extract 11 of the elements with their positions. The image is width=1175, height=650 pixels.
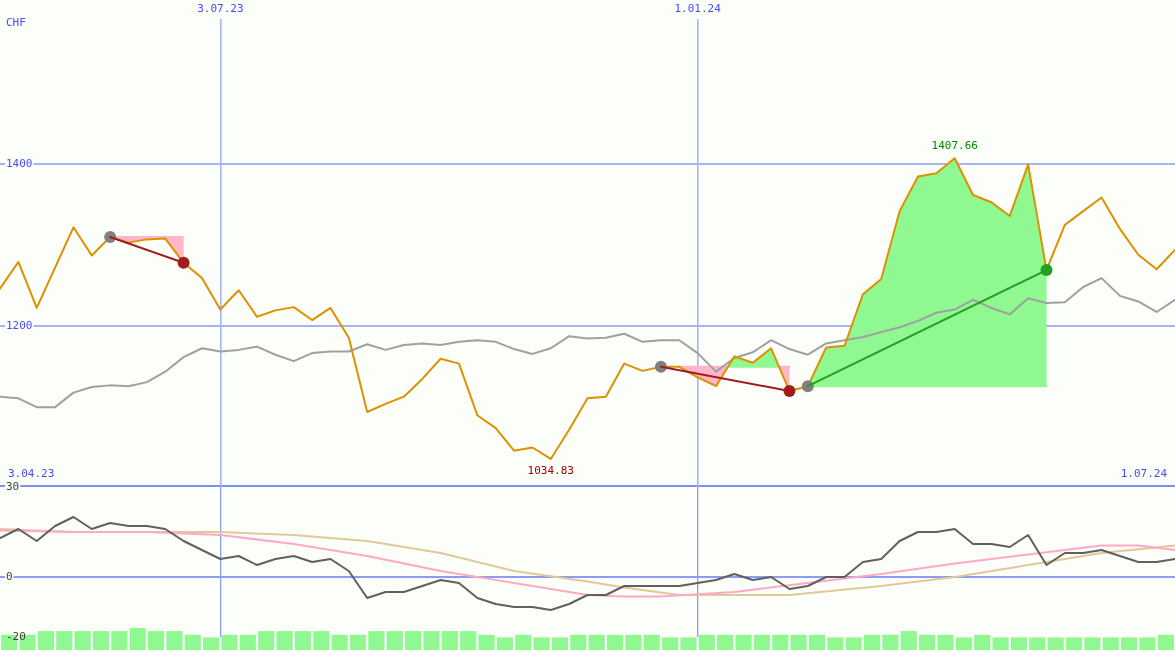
y-tick-label: 1200 bbox=[6, 318, 33, 332]
data-label: 1407.66 bbox=[931, 139, 978, 153]
data-label: 1034.83 bbox=[527, 463, 574, 477]
y-tick-label: 1400 bbox=[6, 157, 33, 171]
annotation: 1.07.24 bbox=[1120, 466, 1168, 480]
y-tick-label: 0 bbox=[6, 569, 13, 583]
y-axis-title: CHF bbox=[6, 16, 26, 30]
x-tick-label: 3.07.23 bbox=[197, 2, 244, 16]
annotation: 3.04.23 bbox=[8, 466, 55, 480]
x-tick-label: 1.01.24 bbox=[674, 2, 722, 16]
y-tick-label: 30 bbox=[6, 479, 20, 493]
